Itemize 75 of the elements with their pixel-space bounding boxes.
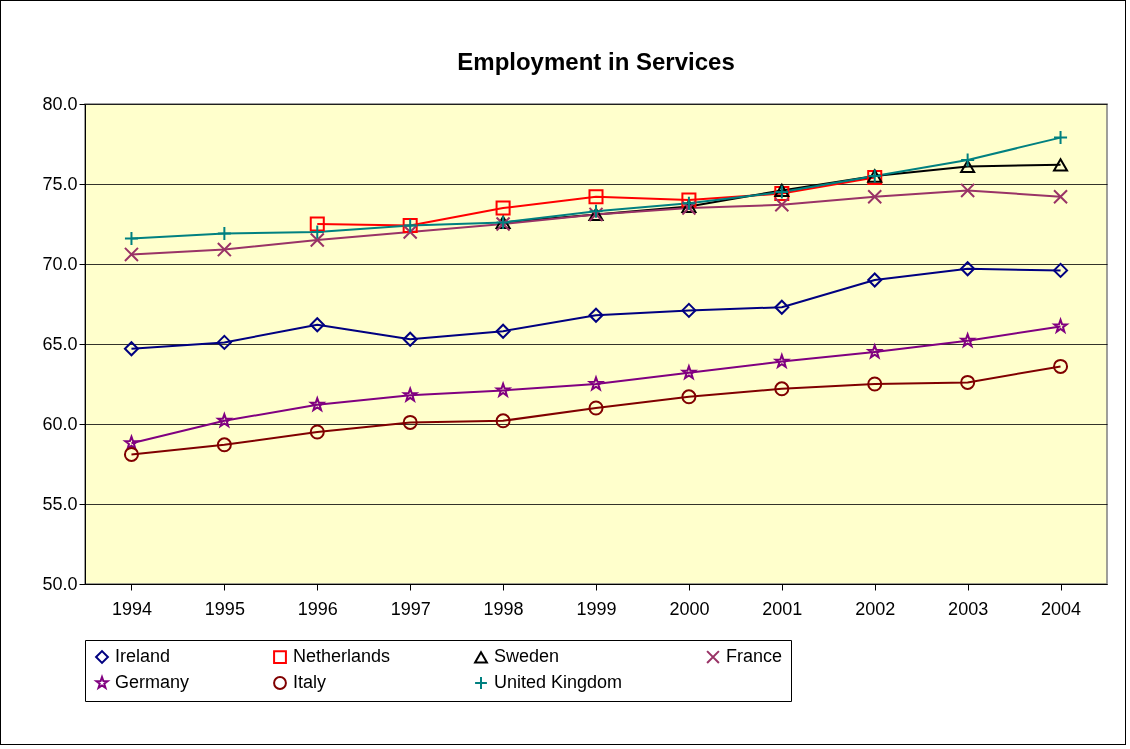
y-tick-label: 80.0 <box>42 93 78 114</box>
point <box>960 152 976 168</box>
point <box>1053 189 1069 205</box>
point <box>123 246 139 262</box>
point <box>1053 130 1069 146</box>
point <box>309 232 325 248</box>
x-tick-label: 2003 <box>948 598 989 619</box>
x-tick-label: 2002 <box>855 598 896 619</box>
point <box>216 226 232 242</box>
point <box>681 389 697 405</box>
point <box>402 414 418 430</box>
x-tick-label: 1997 <box>390 598 431 619</box>
point <box>774 197 790 213</box>
point <box>309 216 325 232</box>
legend-label: Germany <box>115 672 190 692</box>
y-tick-label: 70.0 <box>42 253 78 274</box>
point <box>216 242 232 258</box>
point <box>1053 158 1069 172</box>
point <box>309 317 325 333</box>
legend-label: Sweden <box>494 646 560 667</box>
point <box>309 424 325 440</box>
point <box>123 341 139 357</box>
y-tick-label: 55.0 <box>42 493 78 514</box>
point <box>124 435 139 450</box>
point <box>123 230 139 246</box>
point <box>588 307 604 323</box>
point <box>217 413 232 428</box>
point <box>681 365 697 380</box>
point <box>960 182 976 198</box>
legend-label: United Kingdom <box>494 672 623 692</box>
y-tick-label: 50.0 <box>42 573 78 594</box>
point <box>774 299 790 315</box>
point <box>960 159 976 174</box>
point <box>588 400 604 416</box>
y-tick-label: 65.0 <box>42 333 78 354</box>
point <box>495 200 511 216</box>
point <box>216 334 232 350</box>
point <box>774 354 790 368</box>
point <box>495 323 511 339</box>
x-tick-label: 1994 <box>111 598 152 619</box>
point <box>681 302 697 318</box>
chart-title: Employment in Services <box>457 48 735 75</box>
point <box>495 382 511 397</box>
point <box>960 261 976 277</box>
x-tick-label: 1998 <box>483 598 524 619</box>
x-tick-label: 1995 <box>204 598 245 619</box>
point <box>402 224 418 240</box>
legend-label: Italy <box>293 672 327 692</box>
point <box>1053 262 1069 278</box>
x-tick-label: 2000 <box>669 598 710 619</box>
legend-label: France <box>726 646 783 667</box>
point <box>867 376 883 392</box>
point <box>1053 358 1069 374</box>
x-tick-label: 1999 <box>576 598 617 619</box>
point <box>774 381 790 397</box>
point <box>495 413 511 429</box>
legend-label: Netherlands <box>293 646 391 667</box>
point <box>1053 318 1068 333</box>
point <box>867 189 883 205</box>
y-tick-label: 60.0 <box>42 413 78 434</box>
legend-label: Ireland <box>115 646 171 667</box>
point <box>402 387 418 402</box>
x-tick-label: 2004 <box>1041 598 1082 619</box>
x-tick-label: 2001 <box>762 598 803 619</box>
point <box>216 437 232 453</box>
y-tick-label: 75.0 <box>42 173 78 194</box>
point <box>309 224 325 240</box>
point <box>960 333 975 348</box>
point <box>402 331 418 347</box>
point <box>960 374 976 390</box>
point <box>588 376 604 391</box>
x-tick-label: 1996 <box>297 598 338 619</box>
point <box>123 446 139 462</box>
point <box>588 189 604 205</box>
point <box>867 272 883 288</box>
